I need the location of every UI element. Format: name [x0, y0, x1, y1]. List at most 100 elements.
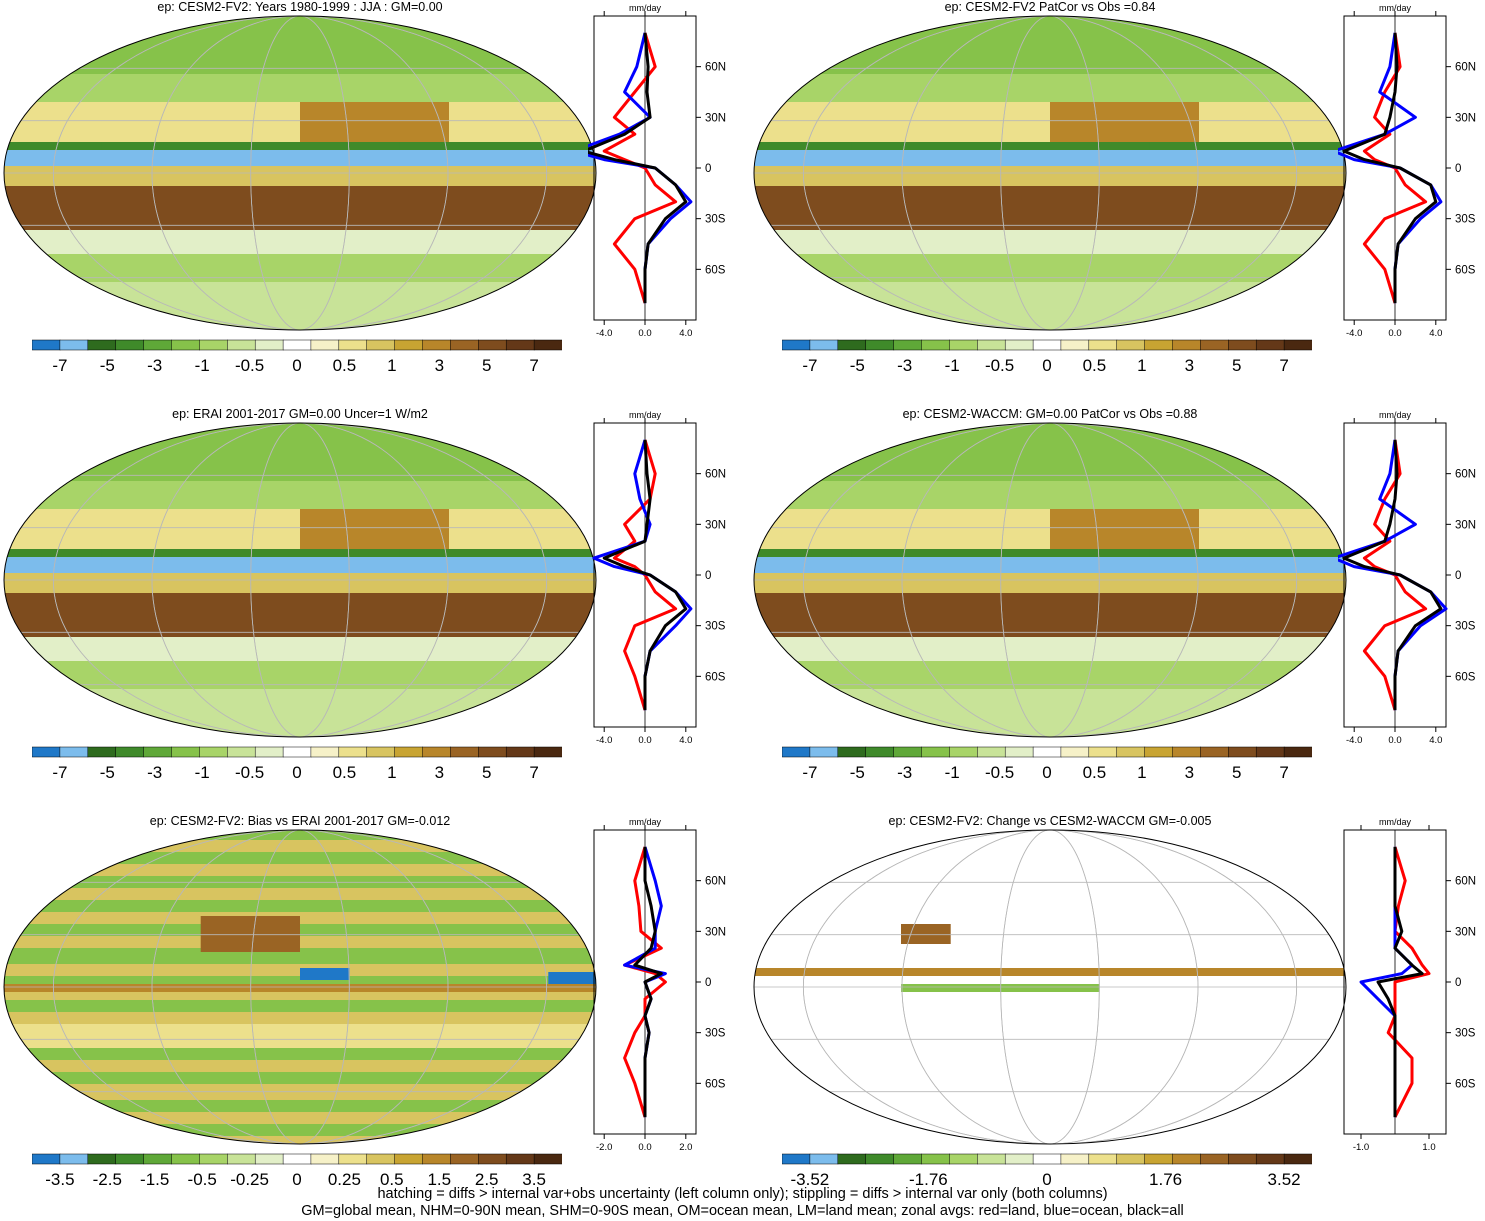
zonal-all-line: [1342, 439, 1443, 711]
colorbar-label: 3: [1185, 763, 1194, 782]
zonal-units-label: mm/day: [629, 3, 662, 13]
colorbar-label: 0: [1042, 763, 1051, 782]
zonal-x-tick-label: 0.0: [1388, 328, 1401, 339]
zonal-x-tick-label: 4.0: [1429, 328, 1442, 339]
colorbar-label: -0.5: [985, 356, 1014, 375]
colorbar-swatch: [199, 1153, 228, 1165]
panel-title: ep: CESM2-FV2: Bias vs ERAI 2001-2017 GM…: [149, 814, 451, 828]
zonal-lat-label: 0: [1455, 977, 1461, 989]
zonal-units-label: mm/day: [1379, 3, 1412, 13]
colorbar-label: -3: [897, 356, 912, 375]
colorbar-swatch: [338, 339, 368, 351]
colorbar-swatch: [143, 746, 173, 758]
map-plot: [753, 829, 1347, 1145]
zonal-lat-label: 60N: [705, 62, 726, 74]
colorbar-swatch: [1172, 1153, 1201, 1165]
colorbar-label: -7: [52, 356, 67, 375]
colorbar-label: -2.5: [93, 1170, 122, 1189]
zonal-x-tick-label: -1.0: [1353, 1142, 1369, 1153]
colorbar-swatch: [450, 339, 479, 351]
panel-1: ep: CESM2-FV2: Years 1980-1999 : JJA : G…: [0, 0, 742, 406]
map-plot: [753, 15, 1347, 331]
zonal-lat-label: 30N: [1455, 112, 1476, 124]
colorbar-swatch: [366, 339, 396, 351]
colorbar-swatch: [227, 339, 256, 351]
panel-title: ep: CESM2-FV2: Change vs CESM2-WACCM GM=…: [888, 814, 1212, 828]
zonal-ocean-line: [1338, 439, 1448, 711]
colorbar-swatch: [782, 1153, 811, 1165]
colorbar-swatch: [865, 746, 895, 758]
colorbar-swatch: [115, 339, 145, 351]
colorbar-swatch: [977, 1153, 1006, 1165]
colorbar: -7 -5 -3 -1 -0.5 0 0.5 1 3 5 7: [782, 746, 1312, 782]
colorbar-swatch: [32, 1153, 61, 1165]
colorbar-label: 1: [1137, 356, 1146, 375]
colorbar-swatch: [977, 746, 1006, 758]
map-plot: [753, 422, 1347, 738]
colorbar-swatch: [478, 1153, 507, 1165]
colorbar-swatch: [450, 1153, 479, 1165]
colorbar-swatch: [1088, 1153, 1118, 1165]
colorbar-label: -0.5: [235, 356, 264, 375]
colorbar: -3.52 -1.76 0 1.76 3.52: [782, 1153, 1312, 1189]
colorbar-label: -1: [945, 763, 960, 782]
zonal-units-label: mm/day: [629, 817, 662, 827]
colorbar-label: 0.25: [328, 1170, 361, 1189]
colorbar-swatch: [533, 339, 562, 351]
colorbar-label: -3: [897, 763, 912, 782]
zonal-all-line: [588, 32, 688, 304]
colorbar-label: 7: [529, 763, 538, 782]
colorbar-swatch: [1088, 746, 1118, 758]
colorbar-swatch: [143, 1153, 173, 1165]
colorbar-swatch: [199, 339, 228, 351]
colorbar-swatch: [227, 1153, 256, 1165]
map-border: [753, 422, 1347, 738]
colorbar-swatch: [893, 1153, 923, 1165]
colorbar-swatch: [282, 339, 312, 351]
colorbar-swatch: [1004, 1153, 1034, 1165]
colorbar-swatch: [1060, 746, 1090, 758]
colorbar-label: -1: [195, 763, 210, 782]
colorbar-swatch: [1200, 339, 1229, 351]
colorbar-swatch: [422, 746, 451, 758]
zonal-lat-label: 0: [1455, 570, 1461, 582]
zonal-x-tick-label: 0.0: [638, 735, 651, 746]
colorbar-label: 3.5: [522, 1170, 546, 1189]
colorbar: -7 -5 -3 -1 -0.5 0 0.5 1 3 5 7: [32, 746, 562, 782]
zonal-lat-label: 30S: [1455, 1028, 1476, 1040]
colorbar-swatch: [254, 746, 284, 758]
colorbar-swatch: [394, 1153, 424, 1165]
colorbar-label: -0.5: [985, 763, 1014, 782]
colorbar-swatch: [505, 746, 535, 758]
colorbar-swatch: [59, 746, 89, 758]
zonal-lat-label: 60N: [705, 876, 726, 888]
colorbar-swatch: [1172, 339, 1201, 351]
panel-2: ep: CESM2-FV2 PatCor vs Obs =0.84 mm/day…: [750, 0, 1485, 406]
panel-3: ep: ERAI 2001-2017 GM=0.00 Uncer=1 W/m2 …: [0, 407, 742, 813]
colorbar-swatch: [809, 1153, 839, 1165]
colorbar-swatch: [171, 1153, 200, 1165]
colorbar-swatch: [1255, 746, 1285, 758]
zonal-all-line: [1376, 846, 1424, 1118]
colorbar-swatch: [310, 1153, 340, 1165]
colorbar-label: 2.5: [475, 1170, 499, 1189]
colorbar-swatch: [837, 746, 867, 758]
colorbar-swatch: [143, 339, 173, 351]
colorbar-label: -7: [52, 763, 67, 782]
colorbar-swatch: [1228, 339, 1257, 351]
colorbar-swatch: [782, 746, 811, 758]
zonal-lat-label: 60N: [1455, 876, 1476, 888]
colorbar-swatch: [1255, 1153, 1285, 1165]
zonal-land-line: [602, 32, 678, 304]
colorbar-label: -7: [802, 356, 817, 375]
colorbar-swatch: [478, 339, 507, 351]
colorbar-swatch: [921, 339, 950, 351]
colorbar-label: 0: [292, 356, 301, 375]
colorbar-swatch: [1004, 746, 1034, 758]
colorbar-swatch: [893, 339, 923, 351]
colorbar-swatch: [1116, 1153, 1146, 1165]
colorbar-label: -3.52: [791, 1170, 830, 1189]
footer-line-1: hatching = diffs > internal var+obs unce…: [377, 1186, 1108, 1202]
map-plot: [3, 829, 597, 1145]
colorbar-label: -5: [100, 356, 115, 375]
